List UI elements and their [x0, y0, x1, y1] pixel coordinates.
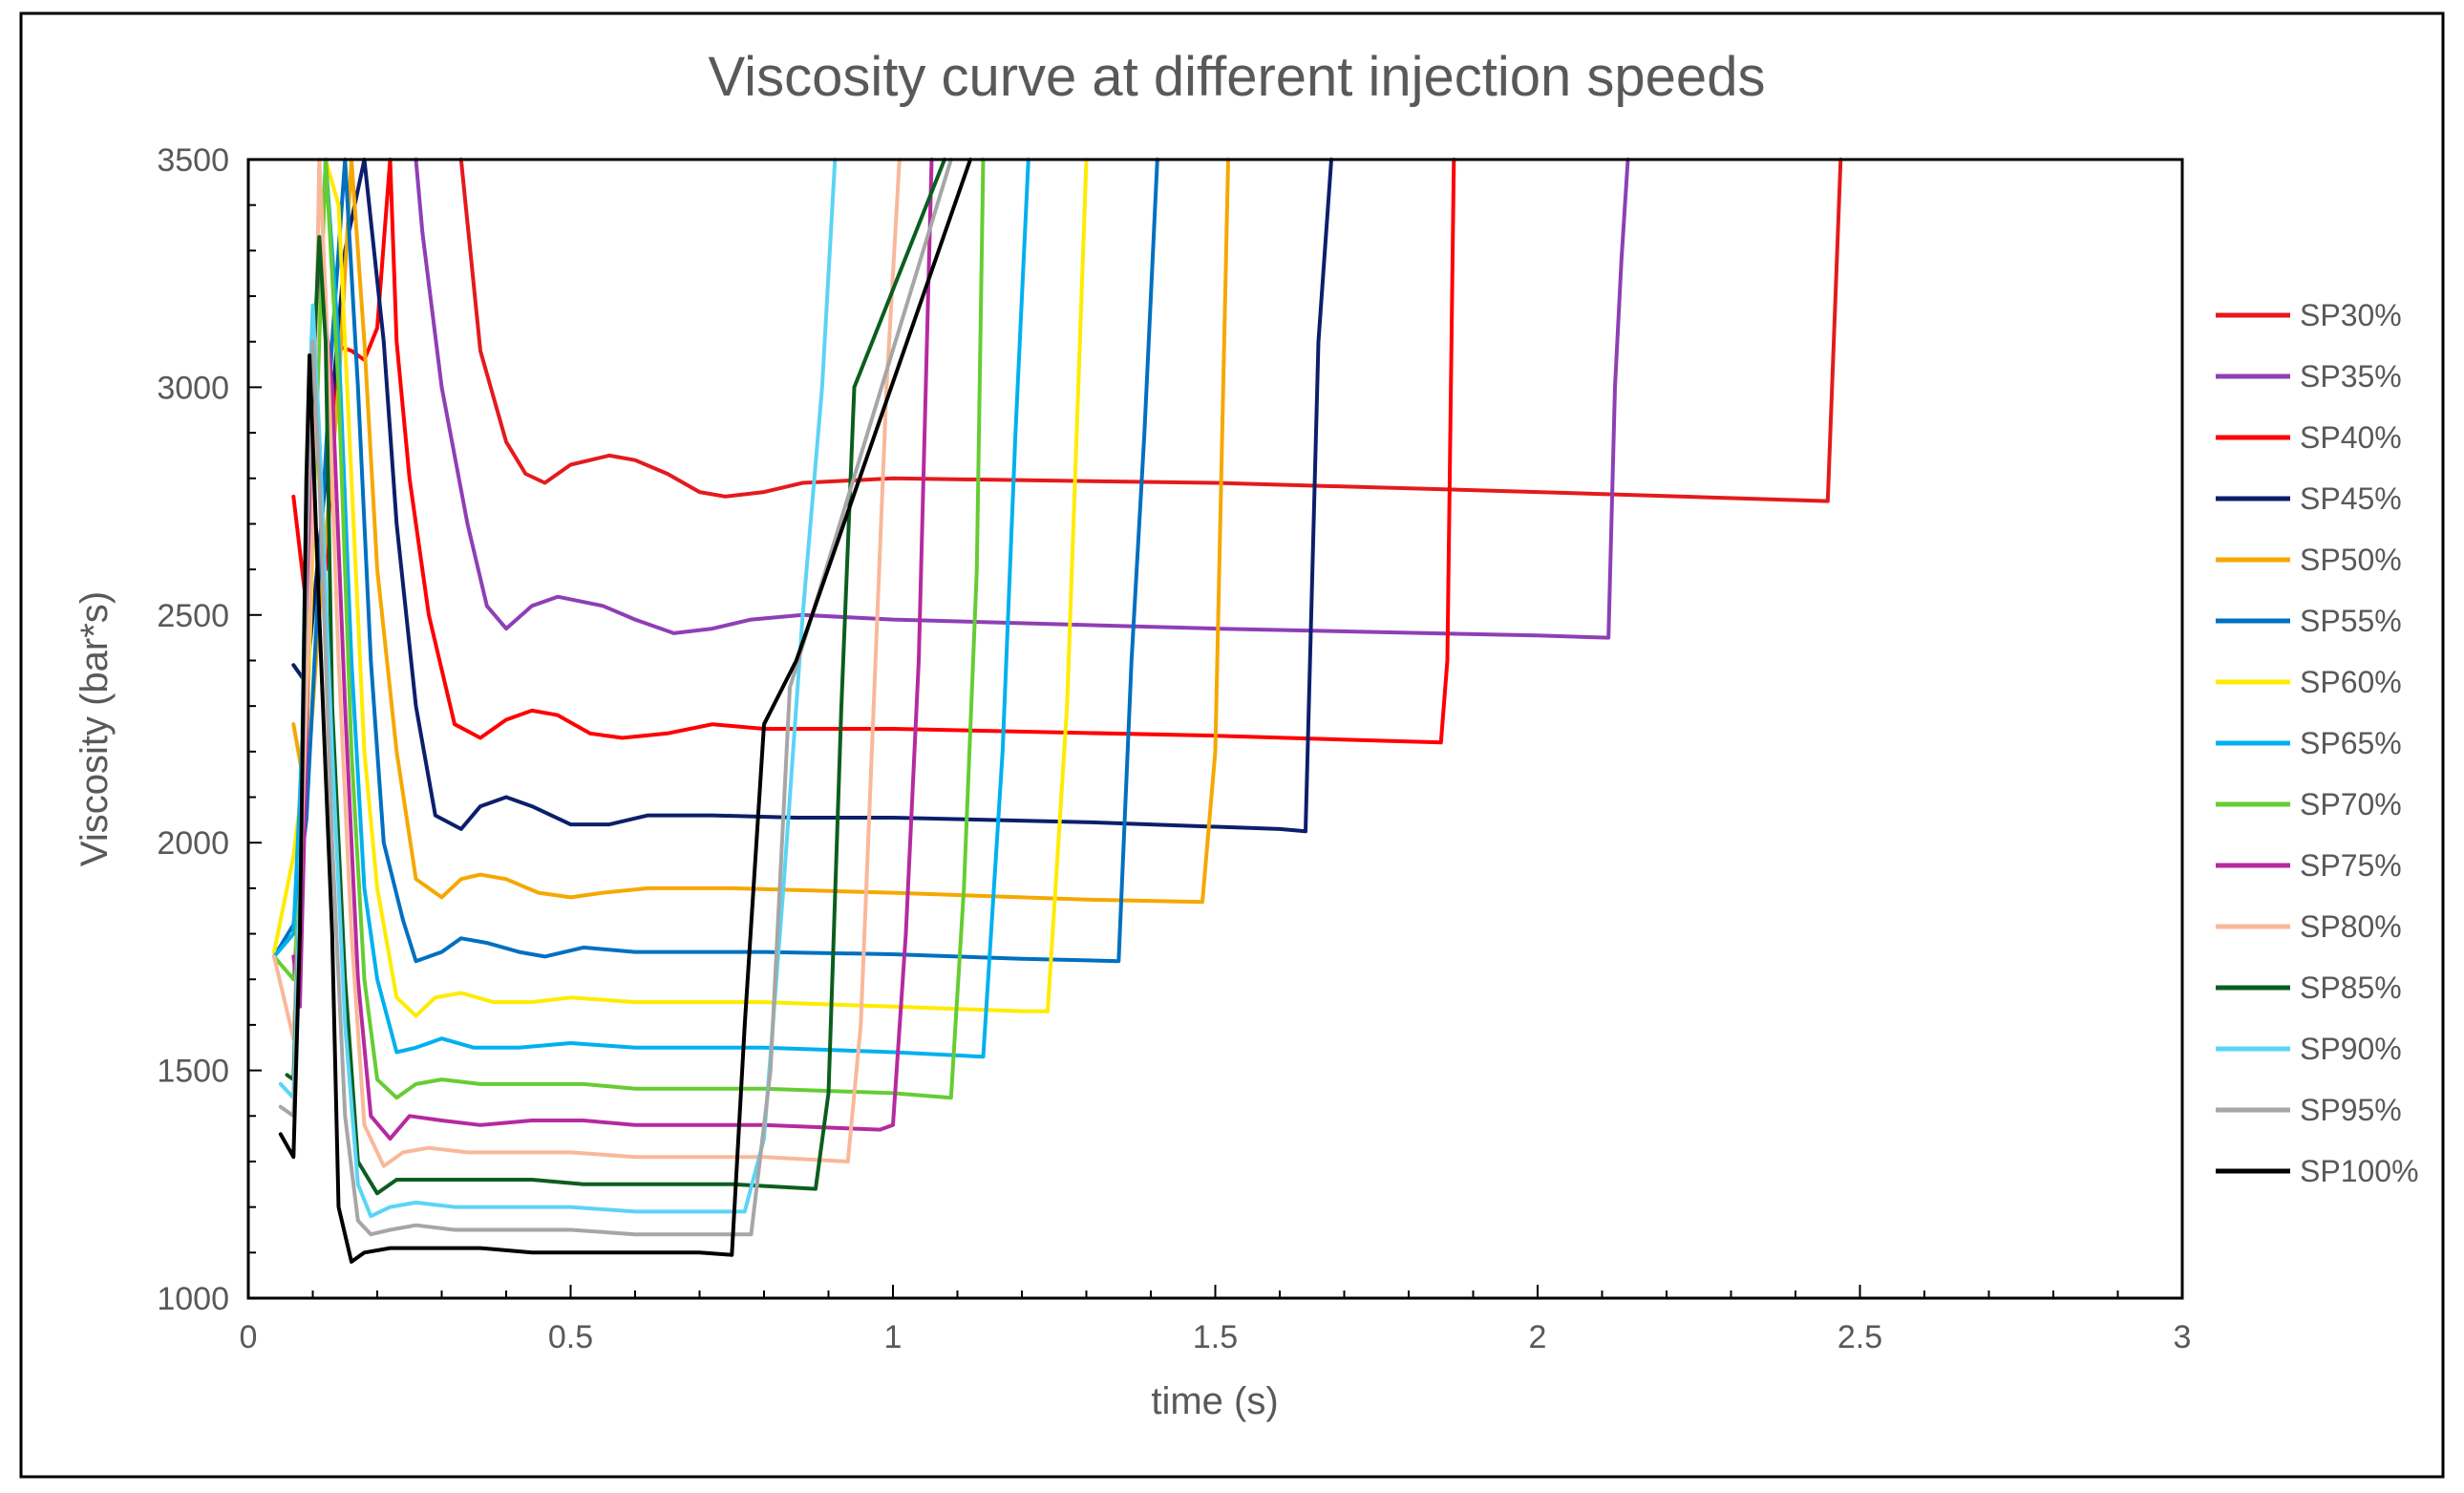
legend-item: SP60% [2216, 665, 2402, 699]
legend-item: SP70% [2216, 787, 2402, 821]
legend-item: SP40% [2216, 420, 2402, 455]
chart-title: Viscosity curve at different injection s… [709, 46, 1766, 108]
legend-item: SP75% [2216, 848, 2402, 883]
legend-item: SP50% [2216, 543, 2402, 577]
legend-label: SP60% [2300, 665, 2402, 699]
legend-label: SP50% [2300, 543, 2402, 577]
legend-label: SP75% [2300, 848, 2402, 883]
x-tick-label: 3 [2174, 1319, 2192, 1355]
series-line-sp30 [458, 158, 1843, 503]
legend-label: SP95% [2300, 1093, 2402, 1127]
y-axis-label: Viscosity (bar*s) [74, 591, 116, 866]
legend-label: SP30% [2300, 298, 2402, 332]
x-tick-label: 2.5 [1837, 1319, 1882, 1355]
series-line-sp100 [278, 158, 972, 1264]
y-tick-label: 3000 [157, 370, 229, 406]
x-axis-label: time (s) [1151, 1380, 1278, 1422]
y-tick-label: 3500 [157, 142, 229, 179]
legend-label: SP55% [2300, 604, 2402, 638]
y-tick-label: 1500 [157, 1054, 229, 1090]
legend-label: SP70% [2300, 787, 2402, 821]
x-tick-label: 0.5 [548, 1319, 593, 1355]
legend-label: SP65% [2300, 726, 2402, 760]
series-line-sp50 [291, 158, 1230, 905]
x-tick-label: 1 [884, 1319, 903, 1355]
legend-item: SP55% [2216, 604, 2402, 638]
y-tick-label: 2000 [157, 825, 229, 862]
x-tick-label: 2 [1529, 1319, 1547, 1355]
y-tick-label: 2500 [157, 598, 229, 634]
legend: SP30% SP35% SP40% SP45% SP50% SP55% SP60% SP65%… [2216, 298, 2419, 1188]
legend-label: SP100% [2300, 1154, 2419, 1188]
legend-item: SP100% [2216, 1154, 2419, 1188]
x-tick-label: 0 [240, 1319, 258, 1355]
legend-label: SP45% [2300, 481, 2402, 516]
series-line-sp70 [272, 158, 986, 1100]
plot-area [272, 158, 1843, 1264]
legend-item: SP45% [2216, 481, 2402, 516]
legend-item: SP65% [2216, 726, 2402, 760]
series-line-sp55 [272, 158, 1159, 964]
legend-item: SP30% [2216, 298, 2402, 332]
legend-item: SP95% [2216, 1093, 2402, 1127]
legend-label: SP80% [2300, 909, 2402, 944]
legend-label: SP35% [2300, 359, 2402, 394]
legend-label: SP85% [2300, 970, 2402, 1005]
series-line-sp35 [414, 158, 1630, 640]
legend-item: SP35% [2216, 359, 2402, 394]
legend-item: SP80% [2216, 909, 2402, 944]
legend-label: SP40% [2300, 420, 2402, 455]
legend-item: SP85% [2216, 970, 2402, 1005]
x-tick-label: 1.5 [1193, 1319, 1238, 1355]
axis-ticks: 0 0.5 1 1.5 2 2.5 3 1000 1500 2000 2500 3000 3500 [157, 142, 2191, 1355]
y-tick-label: 1000 [157, 1281, 229, 1317]
series-line-sp45 [291, 158, 1333, 834]
legend-item: SP90% [2216, 1032, 2402, 1066]
legend-label: SP90% [2300, 1032, 2402, 1066]
